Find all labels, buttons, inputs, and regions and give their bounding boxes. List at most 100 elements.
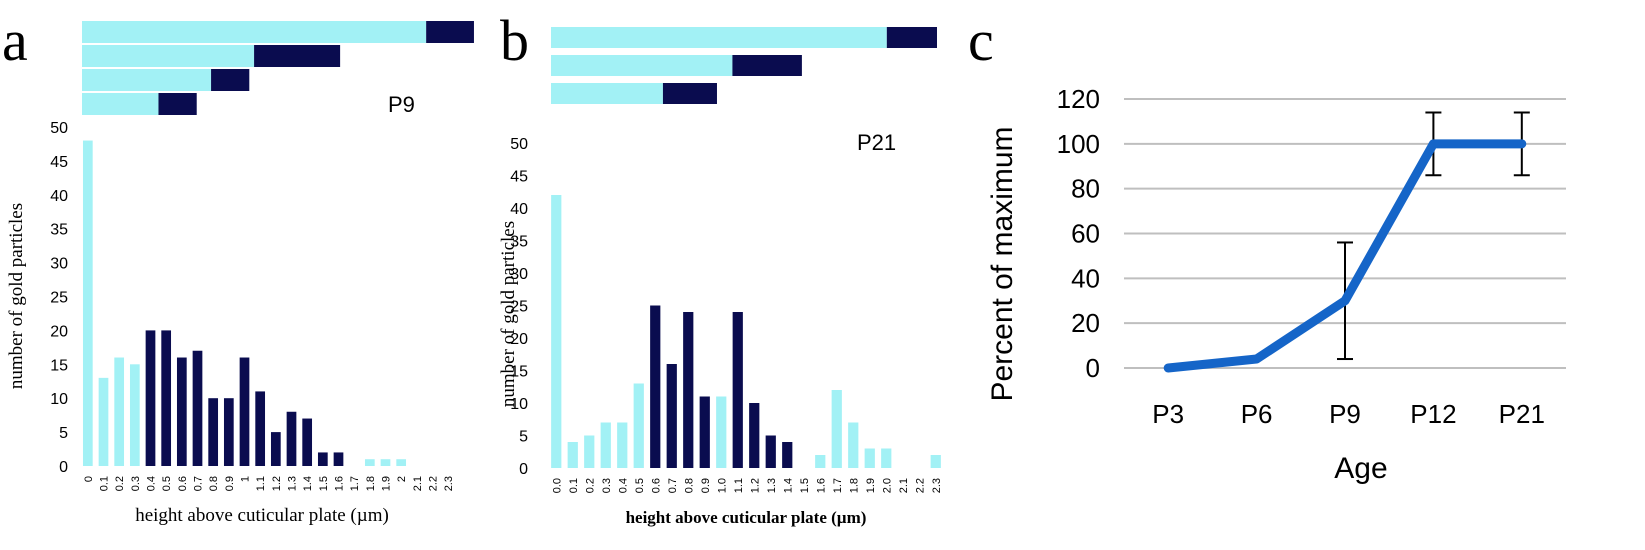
panel-letter-c: c <box>968 8 994 73</box>
bar <box>617 422 628 468</box>
y-tick-label: 35 <box>510 234 528 251</box>
bar <box>930 455 941 468</box>
x-tick-label: 1.8 <box>848 478 860 493</box>
y-tick-label: 5 <box>59 425 68 442</box>
panel-b: P21 0 5 10 15 20 25 30 35 40 45 50 0.0 0.1 0.2 0.3 0.4… <box>498 27 943 527</box>
x-tick-label: 1.9 <box>865 478 877 493</box>
x-tick-label: 1.4 <box>782 478 794 493</box>
bar <box>286 411 297 466</box>
bar <box>732 312 743 468</box>
panel-letter-b: b <box>500 8 529 73</box>
x-tick-label: 0.9 <box>700 478 712 493</box>
bar <box>82 140 93 466</box>
y-tick-label: 40 <box>1071 263 1100 293</box>
y-tick-label: 35 <box>50 222 68 239</box>
x-ticks-c: P3 P6 P9 P12 P21 <box>1152 399 1545 429</box>
panel-c: 0 20 40 60 80 100 120 P3 P6 P9 P12 P21 Percent of … <box>986 84 1566 485</box>
bar <box>192 350 203 466</box>
x-tick-label: 1.3 <box>287 476 299 491</box>
x-tick-label: 2 <box>396 476 408 482</box>
bar <box>716 396 727 468</box>
y-axis-label-c: Percent of maximum <box>986 126 1019 401</box>
x-tick-label: 2.3 <box>931 478 943 493</box>
x-tick-label: 2.2 <box>914 478 926 493</box>
x-axis-label-a: height above cuticular plate (µm) <box>135 505 389 526</box>
x-tick-label: 1.1 <box>733 478 745 493</box>
schematic-light-segment <box>82 69 212 91</box>
y-tick-label: 45 <box>50 154 68 171</box>
y-tick-label: 120 <box>1057 84 1100 114</box>
x-tick-label: 0.5 <box>161 476 173 491</box>
bar <box>255 391 266 466</box>
x-tick-label: 1.1 <box>255 476 267 491</box>
bar <box>633 383 644 468</box>
y-ticks-b: 0 5 10 15 20 25 30 35 40 45 50 <box>510 136 528 478</box>
x-tick-label: 1.2 <box>749 478 761 493</box>
bar <box>881 448 892 468</box>
x-tick-label: 0.8 <box>208 476 220 491</box>
bars-b <box>551 195 941 468</box>
schematic-dark-segment <box>662 83 717 104</box>
bar <box>584 435 595 468</box>
bar <box>114 357 125 466</box>
x-tick-label: 2.2 <box>428 476 440 491</box>
x-tick-label: 0.3 <box>130 476 142 491</box>
x-tick-label: 0.0 <box>551 478 563 493</box>
bar <box>317 452 328 466</box>
bar <box>223 398 234 466</box>
bar <box>364 459 375 466</box>
bar <box>864 448 875 468</box>
y-ticks-c: 0 20 40 60 80 100 120 <box>1057 84 1100 383</box>
y-tick-label: 20 <box>510 331 528 348</box>
x-tick-label: 1.2 <box>271 476 283 491</box>
schematic-light-segment <box>82 93 159 115</box>
panel-letter-a: a <box>2 8 28 73</box>
y-tick-label: 0 <box>519 461 528 478</box>
y-tick-label: 5 <box>519 429 528 446</box>
x-tick-label: 0 <box>83 476 95 482</box>
x-tick-label: 1.9 <box>381 476 393 491</box>
y-tick-label: 50 <box>510 136 528 153</box>
schematic-dark-segment <box>211 69 250 91</box>
schematic-dark-segment <box>158 93 197 115</box>
y-axis-label-b: number of gold particles <box>498 221 519 407</box>
bar <box>239 357 250 466</box>
panel-a: P9 0 5 10 15 20 25 30 35 40 45 50 0 0.1 0.2 0.3 0.4 0.5… <box>6 21 474 526</box>
x-tick-label: 0.4 <box>617 478 629 493</box>
bar <box>683 312 694 468</box>
x-tick-label: 0.4 <box>146 476 158 491</box>
bar <box>396 459 407 466</box>
bar <box>848 422 859 468</box>
bar <box>815 455 826 468</box>
x-tick-label: 0.6 <box>177 476 189 491</box>
y-tick-label: 50 <box>50 120 68 137</box>
x-tick-label: 2.0 <box>881 478 893 493</box>
x-tick-label: 1.6 <box>815 478 827 493</box>
x-tick-label: P12 <box>1410 399 1456 429</box>
x-tick-label: 1.7 <box>349 476 361 491</box>
y-tick-label: 40 <box>50 188 68 205</box>
y-axis-label-a: number of gold particles <box>6 203 27 389</box>
x-tick-label: P9 <box>1329 399 1361 429</box>
y-tick-label: 15 <box>50 357 68 374</box>
x-tick-label: P21 <box>1499 399 1545 429</box>
schematic-b <box>551 27 937 104</box>
schematic-dark-segment <box>886 27 937 48</box>
stage-label-b: P21 <box>857 130 896 155</box>
bar <box>699 396 710 468</box>
bar <box>765 435 776 468</box>
x-tick-label: 1.3 <box>766 478 778 493</box>
y-tick-label: 100 <box>1057 129 1100 159</box>
bar <box>129 364 140 466</box>
y-tick-label: 30 <box>510 266 528 283</box>
x-ticks-a: 0 0.1 0.2 0.3 0.4 0.5 0.6 0.7 0.8 0.9 1 1.1 1.2 1.3 1.… <box>83 476 455 491</box>
x-tick-label: 0.6 <box>650 478 662 493</box>
y-tick-label: 60 <box>1071 219 1100 249</box>
x-tick-label: 1.6 <box>334 476 346 491</box>
y-tick-label: 80 <box>1071 174 1100 204</box>
x-tick-label: 0.8 <box>683 478 695 493</box>
x-tick-label: 0.7 <box>193 476 205 491</box>
bar <box>749 403 760 468</box>
schematic-light-segment <box>82 45 255 67</box>
